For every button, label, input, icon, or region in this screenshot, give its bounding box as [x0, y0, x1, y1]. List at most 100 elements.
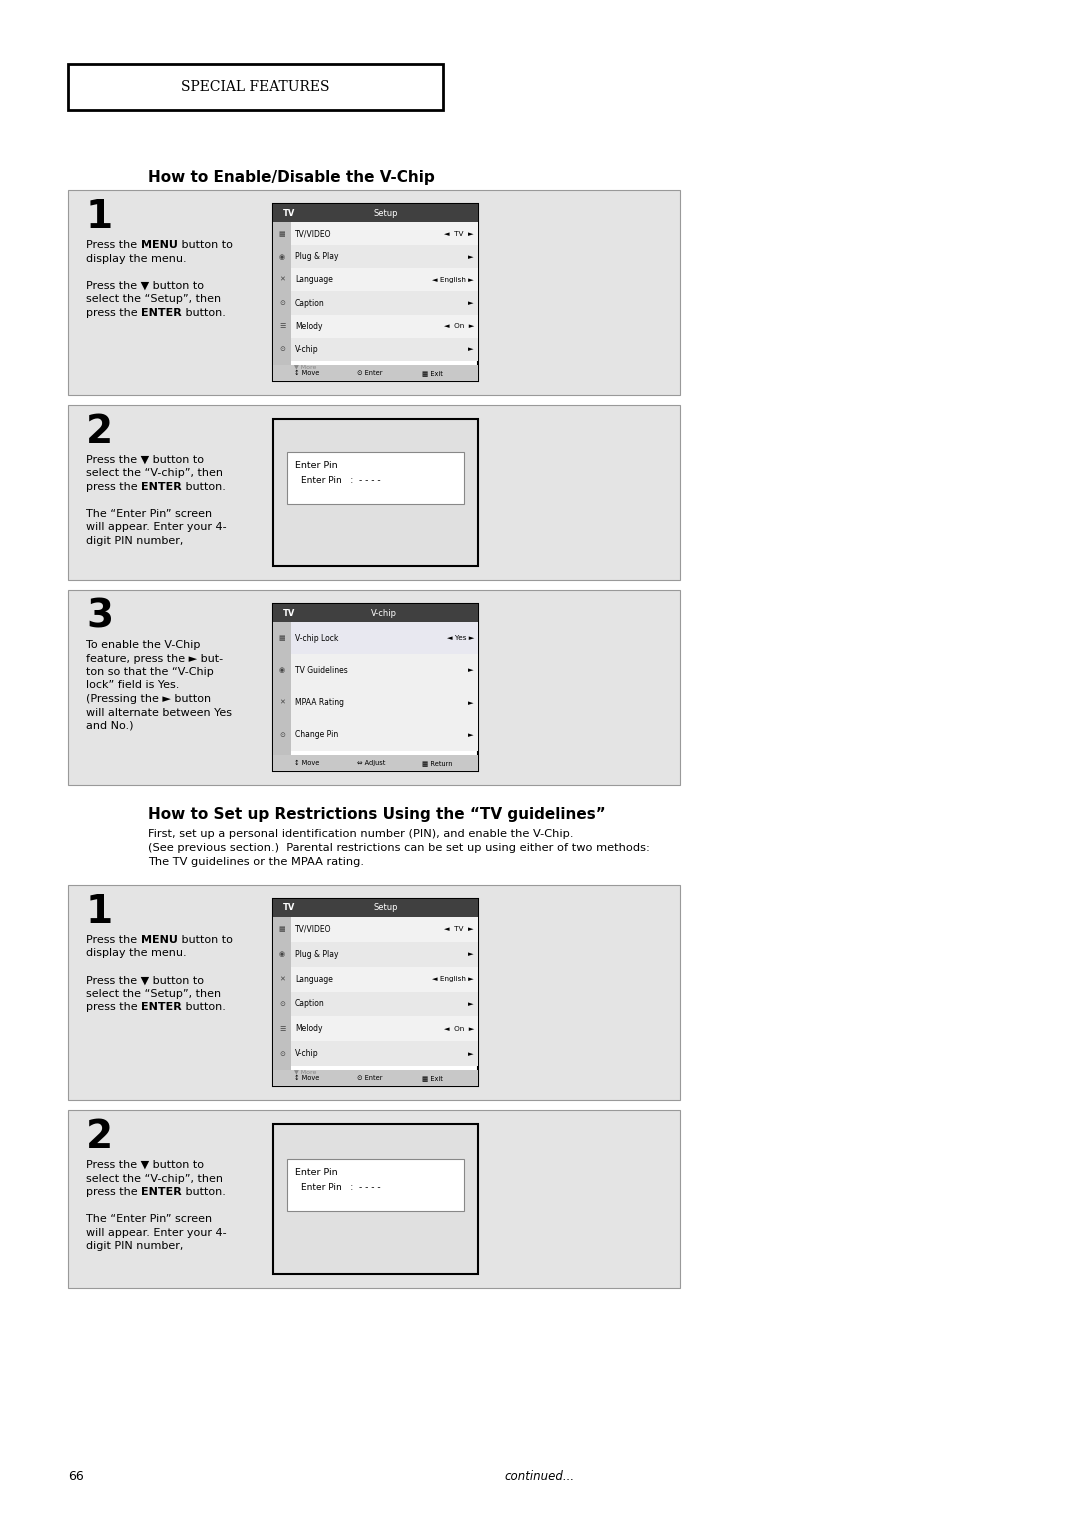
Text: 1: 1 — [86, 199, 113, 235]
Text: digit PIN number,: digit PIN number, — [86, 536, 184, 545]
Text: Setup: Setup — [374, 208, 397, 217]
Text: The “Enter Pin” screen: The “Enter Pin” screen — [86, 509, 212, 520]
Text: ►: ► — [469, 347, 474, 353]
Bar — [287, 452, 464, 504]
Text: Enter Pin: Enter Pin — [295, 1167, 338, 1177]
Bar — [291, 941, 478, 967]
Text: To enable the V-Chip: To enable the V-Chip — [86, 640, 201, 649]
Text: ✕: ✕ — [279, 976, 285, 983]
Text: TV/VIDEO: TV/VIDEO — [295, 924, 332, 934]
Text: select the “V-chip”, then: select the “V-chip”, then — [86, 1174, 222, 1184]
Text: ENTER: ENTER — [141, 1002, 181, 1013]
Text: Enter Pin   :  - - - -: Enter Pin : - - - - — [301, 477, 380, 486]
Bar — [273, 1125, 478, 1274]
Text: ▦ Exit: ▦ Exit — [422, 1076, 443, 1080]
Text: ◄  On  ►: ◄ On ► — [444, 1025, 474, 1031]
Text: ►: ► — [469, 732, 474, 738]
Text: Melody: Melody — [295, 1024, 323, 1033]
Text: ◄ English ►: ◄ English ► — [432, 277, 474, 283]
Text: ↕ Move: ↕ Move — [294, 1076, 320, 1080]
Text: ☰: ☰ — [279, 324, 285, 329]
Bar — [68, 885, 680, 1100]
Text: Melody: Melody — [295, 322, 323, 330]
Text: 1: 1 — [86, 892, 113, 931]
Text: 2: 2 — [86, 1118, 113, 1157]
Text: How to Enable/Disable the V-Chip: How to Enable/Disable the V-Chip — [148, 170, 435, 185]
Bar — [273, 205, 478, 222]
Text: button.: button. — [181, 307, 226, 318]
Text: select the “Setup”, then: select the “Setup”, then — [86, 989, 221, 999]
Text: ►: ► — [469, 700, 474, 706]
Bar — [68, 1109, 680, 1288]
Bar — [291, 718, 478, 750]
Bar — [273, 917, 291, 1070]
Text: ▦ Exit: ▦ Exit — [422, 370, 443, 376]
Text: ◄ Yes ►: ◄ Yes ► — [447, 636, 474, 642]
Text: ⊙: ⊙ — [279, 299, 285, 306]
Text: ►: ► — [469, 299, 474, 306]
Text: press the: press the — [86, 1187, 141, 1196]
Text: ▦: ▦ — [279, 636, 285, 642]
Text: (See previous section.)  Parental restrictions can be set up using either of two: (See previous section.) Parental restric… — [148, 843, 650, 853]
Text: MENU: MENU — [140, 240, 177, 251]
Text: Plug & Play: Plug & Play — [295, 252, 338, 261]
Text: ☰: ☰ — [279, 1025, 285, 1031]
Text: TV Guidelines: TV Guidelines — [295, 666, 348, 675]
Text: button.: button. — [181, 481, 226, 492]
Bar — [273, 205, 478, 380]
Text: How to Set up Restrictions Using the “TV guidelines”: How to Set up Restrictions Using the “TV… — [148, 807, 606, 822]
Text: ⊙: ⊙ — [279, 732, 285, 738]
Text: select the “Setup”, then: select the “Setup”, then — [86, 293, 221, 304]
Text: ►: ► — [469, 1001, 474, 1007]
Text: press the: press the — [86, 1002, 141, 1013]
Text: Press the ▼ button to: Press the ▼ button to — [86, 1160, 204, 1170]
Bar — [68, 405, 680, 581]
Text: continued...: continued... — [505, 1470, 575, 1484]
Text: ◄  TV  ►: ◄ TV ► — [444, 231, 474, 237]
Text: select the “V-chip”, then: select the “V-chip”, then — [86, 469, 222, 478]
Text: V-chip: V-chip — [295, 345, 319, 354]
Bar — [273, 604, 478, 622]
Text: TV/VIDEO: TV/VIDEO — [295, 229, 332, 238]
Text: ↕ Move: ↕ Move — [294, 759, 320, 766]
Text: ▦: ▦ — [279, 231, 285, 237]
Text: ⇔ Adjust: ⇔ Adjust — [357, 759, 386, 766]
Bar — [291, 315, 478, 338]
Bar — [68, 189, 680, 396]
Text: ⊙: ⊙ — [279, 1051, 285, 1056]
Text: ENTER: ENTER — [141, 307, 181, 318]
Text: Caption: Caption — [295, 999, 325, 1008]
Text: digit PIN number,: digit PIN number, — [86, 1241, 184, 1251]
Bar — [273, 1070, 478, 1086]
Text: Press the ▼ button to: Press the ▼ button to — [86, 281, 204, 290]
Text: button.: button. — [181, 1002, 226, 1013]
Text: Language: Language — [295, 975, 333, 984]
Text: ◄ English ►: ◄ English ► — [432, 976, 474, 983]
Bar — [291, 917, 478, 941]
Text: SPECIAL FEATURES: SPECIAL FEATURES — [181, 79, 329, 95]
Text: Plug & Play: Plug & Play — [295, 950, 338, 958]
Bar — [291, 222, 478, 244]
Text: ◄  On  ►: ◄ On ► — [444, 324, 474, 329]
Text: Caption: Caption — [295, 298, 325, 307]
Text: display the menu.: display the menu. — [86, 254, 187, 263]
Text: Enter Pin: Enter Pin — [295, 461, 338, 471]
Bar — [291, 622, 478, 654]
Text: Change Pin: Change Pin — [295, 730, 338, 740]
Text: ►: ► — [469, 668, 474, 674]
Text: ◉: ◉ — [279, 952, 285, 957]
Text: Press the ▼ button to: Press the ▼ button to — [86, 975, 204, 986]
Text: (Pressing the ► button: (Pressing the ► button — [86, 694, 211, 704]
Text: MENU: MENU — [140, 935, 177, 944]
Bar — [273, 222, 291, 365]
Text: ◄  TV  ►: ◄ TV ► — [444, 926, 474, 932]
Text: ✕: ✕ — [279, 700, 285, 706]
Text: Press the: Press the — [86, 935, 140, 944]
Text: ►: ► — [469, 1051, 474, 1056]
Text: ⊙ Enter: ⊙ Enter — [357, 1076, 382, 1080]
Bar — [291, 244, 478, 269]
Text: will appear. Enter your 4-: will appear. Enter your 4- — [86, 1227, 227, 1238]
Text: 66: 66 — [68, 1470, 84, 1484]
Bar — [287, 1160, 464, 1212]
Bar — [291, 338, 478, 361]
